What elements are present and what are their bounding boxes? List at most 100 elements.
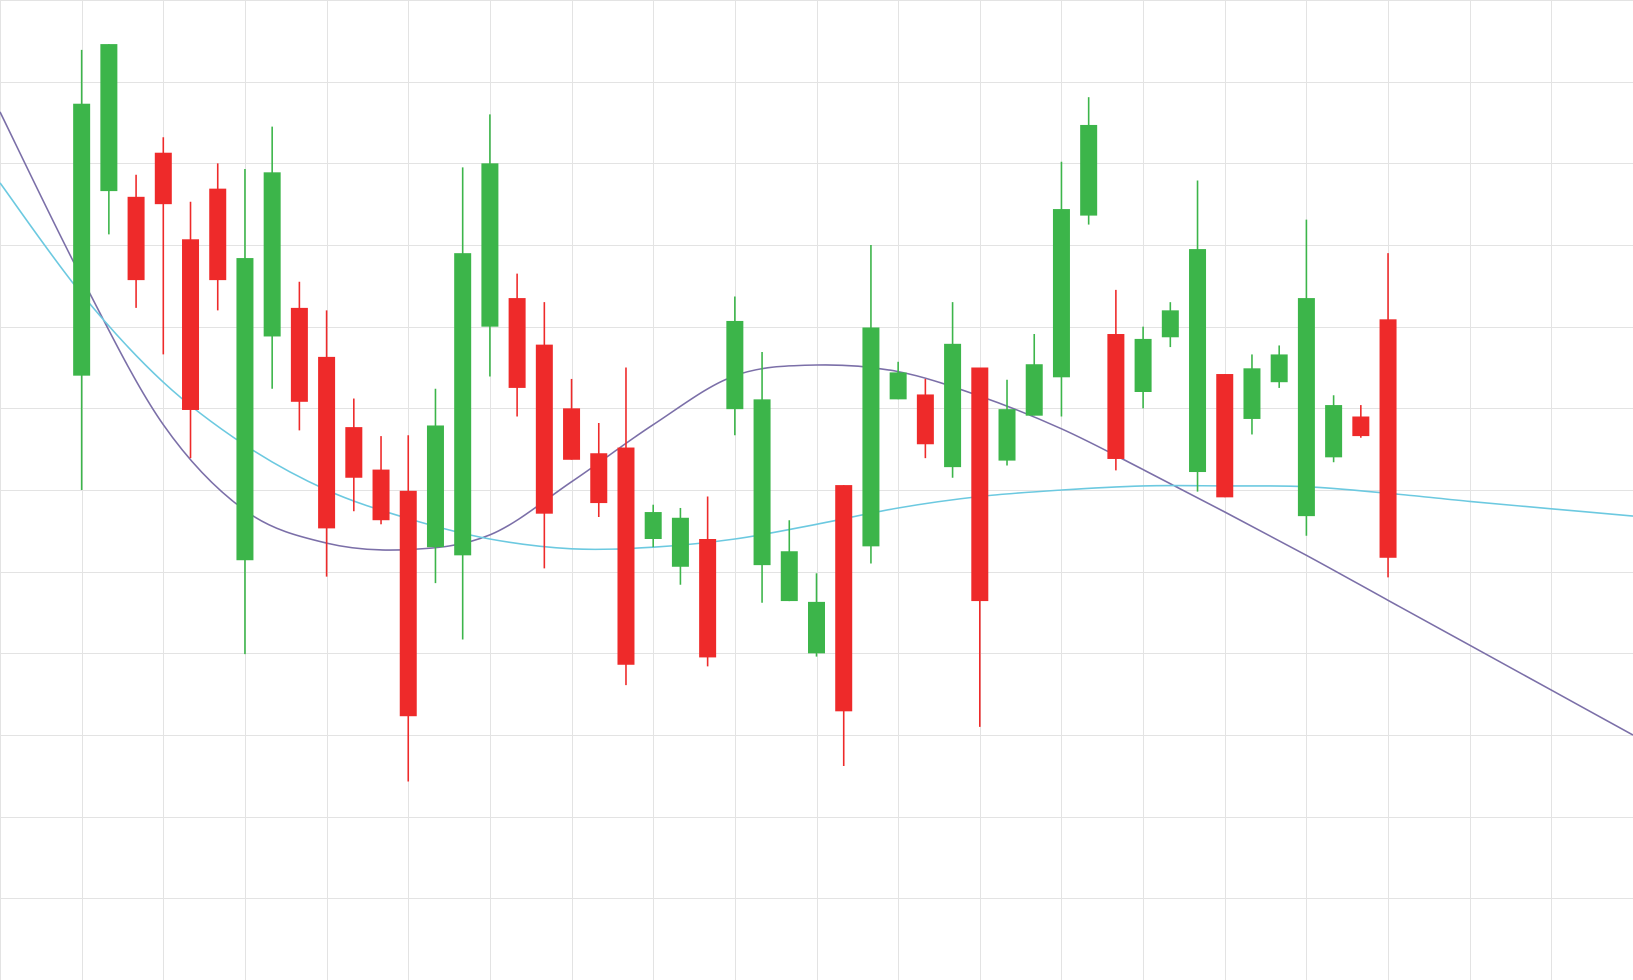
candle-11-down bbox=[345, 398, 363, 512]
candle-1-up bbox=[73, 49, 91, 490]
candle-33-up bbox=[944, 302, 962, 478]
candle-body bbox=[100, 44, 118, 192]
candle-44-up bbox=[1243, 354, 1261, 435]
candle-body bbox=[1025, 364, 1043, 416]
candle-37-up bbox=[1052, 161, 1070, 417]
candle-body bbox=[73, 103, 91, 376]
candle-body bbox=[1379, 319, 1397, 558]
candle-10-down bbox=[318, 310, 336, 577]
candle-body bbox=[699, 539, 717, 658]
candle-body bbox=[726, 320, 744, 410]
candle-body bbox=[971, 367, 989, 602]
candle-6-down bbox=[209, 163, 227, 311]
candle-body bbox=[1052, 209, 1070, 378]
candle-22-up bbox=[644, 504, 662, 548]
candle-body bbox=[454, 253, 472, 556]
candle-45-up bbox=[1270, 345, 1288, 388]
candle-body bbox=[1297, 298, 1315, 517]
candle-body bbox=[780, 551, 798, 602]
candle-21-down bbox=[617, 367, 635, 686]
candle-body bbox=[862, 327, 880, 547]
candle-body bbox=[127, 196, 145, 281]
candle-30-up bbox=[862, 245, 880, 564]
candle-body bbox=[318, 356, 336, 529]
candle-26-up bbox=[753, 351, 771, 603]
candle-46-up bbox=[1297, 219, 1315, 536]
candle-8-up bbox=[263, 126, 281, 389]
candle-body bbox=[671, 517, 689, 567]
candle-43-down bbox=[1216, 374, 1234, 498]
candle-4-down bbox=[154, 137, 172, 355]
candle-18-down bbox=[535, 302, 553, 569]
candle-16-up bbox=[481, 114, 499, 377]
candle-28-up bbox=[808, 573, 825, 657]
candle-17-down bbox=[508, 273, 526, 417]
candle-body bbox=[998, 409, 1016, 461]
candle-19-down bbox=[563, 378, 581, 460]
candle-7-up bbox=[236, 169, 254, 655]
candle-body bbox=[236, 258, 254, 561]
candle-body bbox=[1243, 368, 1261, 419]
candle-48-down bbox=[1352, 405, 1370, 438]
candle-32-down bbox=[916, 378, 934, 459]
candle-body bbox=[426, 425, 444, 548]
candle-body bbox=[753, 399, 771, 566]
candle-body bbox=[1352, 416, 1370, 437]
candle-39-down bbox=[1107, 289, 1125, 471]
candle-body bbox=[399, 490, 417, 717]
candle-25-up bbox=[726, 296, 744, 436]
candle-20-down bbox=[590, 423, 608, 517]
candle-body bbox=[1216, 374, 1234, 498]
candle-body bbox=[209, 188, 227, 281]
candle-body bbox=[1161, 310, 1179, 338]
candle-body bbox=[617, 447, 635, 665]
candle-body bbox=[1325, 405, 1343, 458]
candle-14-up bbox=[426, 388, 444, 584]
candle-5-down bbox=[182, 201, 200, 459]
candle-24-down bbox=[699, 496, 717, 667]
candle-body bbox=[508, 298, 526, 388]
candle-41-up bbox=[1161, 302, 1179, 348]
candle-body bbox=[590, 453, 608, 504]
candle-body bbox=[835, 485, 853, 712]
candle-2-up bbox=[100, 44, 118, 235]
candle-29-down bbox=[835, 485, 853, 767]
candle-13-down bbox=[399, 435, 417, 782]
candle-42-up bbox=[1189, 180, 1207, 492]
candle-49-down bbox=[1379, 253, 1397, 578]
candle-40-up bbox=[1134, 326, 1152, 409]
candle-body bbox=[1270, 354, 1288, 383]
candle-body bbox=[808, 601, 825, 654]
candle-15-up bbox=[454, 167, 472, 640]
candle-38-up bbox=[1080, 97, 1098, 225]
candle-body bbox=[345, 427, 363, 478]
candle-35-up bbox=[998, 379, 1016, 466]
candles bbox=[73, 44, 1397, 782]
candle-body bbox=[1189, 249, 1207, 473]
candle-23-up bbox=[671, 507, 689, 585]
candle-27-up bbox=[780, 520, 798, 602]
candle-body bbox=[563, 408, 581, 460]
candle-body bbox=[916, 394, 934, 445]
candle-31-up bbox=[889, 361, 907, 400]
candle-36-up bbox=[1025, 334, 1043, 416]
candle-body bbox=[1080, 124, 1098, 216]
candle-47-up bbox=[1325, 395, 1343, 463]
candle-body bbox=[182, 239, 200, 410]
moving-average-line-1 bbox=[0, 111, 1633, 736]
candle-body bbox=[644, 512, 662, 539]
candle-body bbox=[889, 372, 907, 400]
candle-body bbox=[1134, 338, 1152, 392]
candle-body bbox=[1107, 334, 1125, 459]
candle-3-down bbox=[127, 174, 145, 308]
candle-34-down bbox=[971, 367, 989, 727]
candle-12-down bbox=[372, 436, 390, 525]
candle-body bbox=[290, 307, 308, 402]
candle-body bbox=[535, 344, 553, 514]
candle-body bbox=[372, 469, 390, 521]
candle-body bbox=[944, 343, 962, 468]
candle-9-down bbox=[290, 281, 308, 431]
candle-body bbox=[481, 163, 499, 327]
candle-body bbox=[263, 172, 281, 337]
